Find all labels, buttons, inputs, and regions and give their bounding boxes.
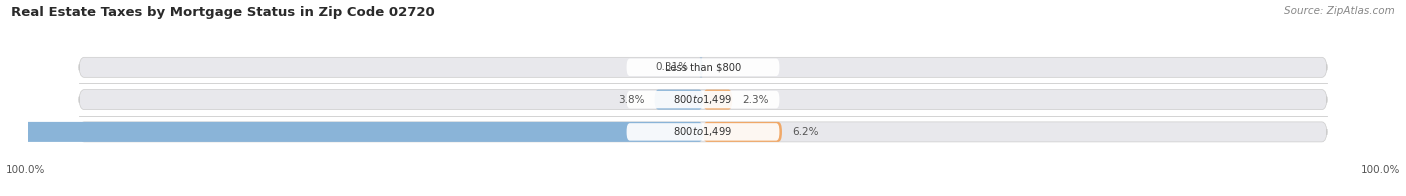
- FancyBboxPatch shape: [79, 90, 1327, 110]
- Text: 100.0%: 100.0%: [6, 164, 45, 175]
- FancyBboxPatch shape: [79, 122, 1327, 142]
- FancyBboxPatch shape: [627, 59, 779, 76]
- Text: 0.31%: 0.31%: [655, 62, 689, 72]
- FancyBboxPatch shape: [627, 91, 779, 108]
- Text: Less than $800: Less than $800: [665, 62, 741, 72]
- FancyBboxPatch shape: [79, 57, 1327, 77]
- Text: 3.8%: 3.8%: [617, 95, 644, 105]
- FancyBboxPatch shape: [627, 123, 779, 141]
- Text: Real Estate Taxes by Mortgage Status in Zip Code 02720: Real Estate Taxes by Mortgage Status in …: [11, 6, 434, 19]
- FancyBboxPatch shape: [655, 90, 703, 110]
- FancyBboxPatch shape: [703, 90, 733, 110]
- FancyBboxPatch shape: [0, 122, 703, 142]
- Text: 100.0%: 100.0%: [1361, 164, 1400, 175]
- Text: 6.2%: 6.2%: [792, 127, 818, 137]
- Text: 2.3%: 2.3%: [742, 95, 769, 105]
- FancyBboxPatch shape: [699, 57, 703, 77]
- Text: $800 to $1,499: $800 to $1,499: [673, 93, 733, 106]
- FancyBboxPatch shape: [703, 122, 782, 142]
- Text: $800 to $1,499: $800 to $1,499: [673, 125, 733, 138]
- Text: Source: ZipAtlas.com: Source: ZipAtlas.com: [1284, 6, 1395, 16]
